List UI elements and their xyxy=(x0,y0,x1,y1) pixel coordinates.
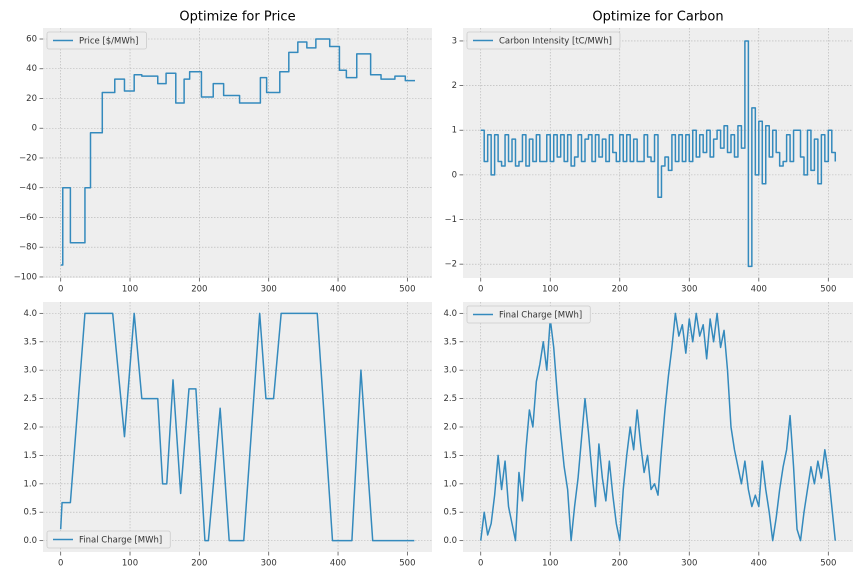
x-tick-label: 300 xyxy=(681,285,697,295)
line-series xyxy=(60,38,416,266)
y-tick-label: 4.0 xyxy=(443,309,457,319)
x-tick-label: 0 xyxy=(58,285,63,295)
x-tick-label: 0 xyxy=(478,285,483,295)
line-series xyxy=(479,312,837,542)
y-tick-label: −40 xyxy=(19,183,37,193)
y-tick-label: −80 xyxy=(19,243,37,253)
x-tick-label: 400 xyxy=(330,559,346,569)
x-tick-label: 300 xyxy=(681,559,697,569)
y-tick-label: 2.0 xyxy=(443,423,457,433)
y-tick-label: −1 xyxy=(444,215,457,225)
x-tick-label: 100 xyxy=(122,285,138,295)
subplot: Optimize for Carbon 0 100 200 300 400 500 −2 −1 0… xyxy=(444,10,853,295)
legend: Final Charge [MWh] xyxy=(466,305,591,324)
x-tick-label: 100 xyxy=(542,559,558,569)
y-tick-label: 2.0 xyxy=(23,423,37,433)
x-tick-label: 400 xyxy=(751,285,767,295)
subplot: 0 100 200 300 400 500 0.0 0.5 1.0 1.5 2.0 2.5 3.0 3.5… xyxy=(23,302,432,569)
y-tick-label: 0.5 xyxy=(443,508,457,518)
y-tick-label: 40 xyxy=(26,64,37,74)
x-tick-label: 500 xyxy=(399,559,415,569)
x-tick-label: 200 xyxy=(612,285,628,295)
y-tick-label: 3 xyxy=(452,36,457,46)
legend-label: Final Charge [MWh] xyxy=(499,311,582,321)
x-tick-label: 500 xyxy=(399,285,415,295)
y-tick-label: −60 xyxy=(19,213,37,223)
y-tick-label: 0 xyxy=(32,124,37,134)
y-tick-label: 3.0 xyxy=(443,366,457,376)
legend-box xyxy=(46,31,147,50)
line-series xyxy=(59,312,415,542)
y-tick-label: −20 xyxy=(19,153,37,163)
y-tick-label: 1.5 xyxy=(443,451,457,461)
x-tick-label: 200 xyxy=(191,285,207,295)
y-tick-label: 1.0 xyxy=(443,479,457,489)
legend: Final Charge [MWh] xyxy=(46,530,171,549)
y-tick-label: 1.5 xyxy=(23,451,37,461)
y-tick-label: 3.5 xyxy=(23,337,37,347)
y-tick-label: 2.5 xyxy=(443,394,457,404)
y-tick-label: 0.0 xyxy=(443,536,457,546)
line-series xyxy=(480,40,837,268)
x-tick-label: 500 xyxy=(820,559,836,569)
subplot-title: Optimize for Carbon xyxy=(592,10,723,25)
y-tick-label: 3.0 xyxy=(23,366,37,376)
legend: Price [$/MWh] xyxy=(46,31,147,50)
y-tick-label: 1.0 xyxy=(23,479,37,489)
y-tick-label: 3.5 xyxy=(443,337,457,347)
x-tick-label: 400 xyxy=(330,285,346,295)
legend-label: Final Charge [MWh] xyxy=(79,536,162,546)
y-tick-label: 0.0 xyxy=(23,536,37,546)
y-tick-label: 20 xyxy=(26,94,37,104)
x-tick-label: 300 xyxy=(261,559,277,569)
legend-box xyxy=(466,31,621,50)
x-tick-label: 200 xyxy=(191,559,207,569)
subplot-title: Optimize for Price xyxy=(179,10,295,25)
x-tick-label: 500 xyxy=(820,285,836,295)
y-tick-label: 2 xyxy=(452,81,457,91)
y-tick-label: 1 xyxy=(452,126,457,136)
x-tick-label: 0 xyxy=(478,559,483,569)
plot-area xyxy=(43,28,432,278)
x-tick-label: 200 xyxy=(612,559,628,569)
y-tick-label: 0.5 xyxy=(23,508,37,518)
subplot: 0 100 200 300 400 500 0.0 0.5 1.0 1.5 2.0 2.5 3.0 3.5… xyxy=(443,302,853,569)
y-tick-label: 0 xyxy=(452,170,457,180)
y-tick-label: 60 xyxy=(26,35,37,45)
legend-box xyxy=(466,305,591,324)
x-tick-label: 100 xyxy=(122,559,138,569)
y-tick-label: 4.0 xyxy=(23,309,37,319)
x-tick-label: 100 xyxy=(542,285,558,295)
x-tick-label: 0 xyxy=(58,559,63,569)
legend-box xyxy=(46,530,171,549)
x-tick-label: 400 xyxy=(751,559,767,569)
legend-label: Price [$/MWh] xyxy=(79,37,138,47)
y-tick-label: −100 xyxy=(14,272,37,282)
y-tick-label: −2 xyxy=(444,260,457,270)
x-tick-label: 300 xyxy=(261,285,277,295)
y-tick-label: 2.5 xyxy=(23,394,37,404)
legend-label: Carbon Intensity [tC/MWh] xyxy=(499,37,612,47)
legend: Carbon Intensity [tC/MWh] xyxy=(466,31,621,50)
